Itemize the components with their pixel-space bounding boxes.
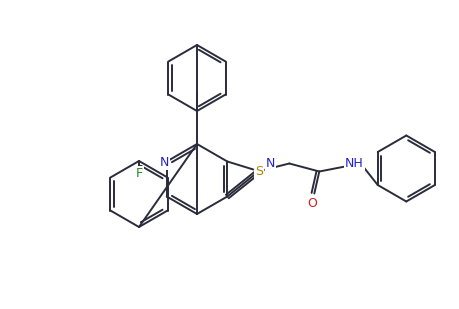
- Text: NH: NH: [344, 157, 363, 170]
- Text: N: N: [265, 157, 274, 170]
- Text: S: S: [255, 165, 263, 178]
- Text: N: N: [160, 156, 169, 169]
- Text: F: F: [135, 167, 142, 180]
- Text: O: O: [307, 197, 317, 210]
